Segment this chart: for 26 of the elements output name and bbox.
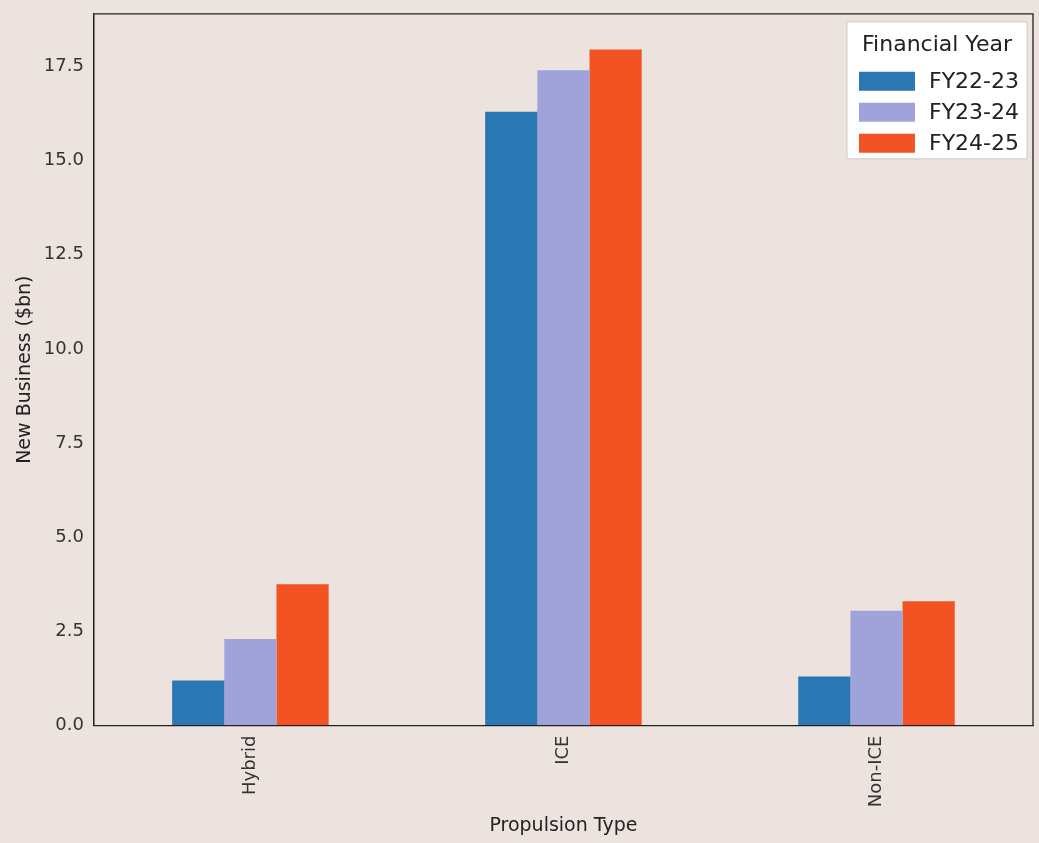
y-axis-title: New Business ($bn) <box>12 275 35 464</box>
y-tick-label: 12.5 <box>43 242 84 264</box>
y-tick-label: 2.5 <box>55 619 84 641</box>
x-tick-label: Hybrid <box>238 735 260 796</box>
y-tick-label: 0.0 <box>55 713 84 735</box>
y-tick-label: 15.0 <box>43 148 84 170</box>
legend-label: FY24-25 <box>928 129 1020 155</box>
legend-label: FY23-24 <box>928 98 1020 124</box>
bar <box>537 70 590 726</box>
bar <box>172 680 225 726</box>
legend-title: Financial Year <box>862 30 1013 56</box>
bar <box>798 676 851 726</box>
x-tick-label: Non-ICE <box>864 735 886 808</box>
bar <box>589 49 642 726</box>
bar <box>224 638 277 726</box>
y-tick-label: 17.5 <box>43 54 84 76</box>
x-axis-title: Propulsion Type <box>489 812 638 835</box>
bar <box>276 584 329 726</box>
y-tick-label: 5.0 <box>55 524 84 546</box>
legend-label: FY22-23 <box>928 67 1020 93</box>
bar <box>485 111 538 726</box>
y-tick-label: 7.5 <box>55 430 84 452</box>
y-tick-label: 10.0 <box>43 336 84 358</box>
x-tick-label: ICE <box>551 735 573 765</box>
bar <box>902 601 955 726</box>
bar <box>850 610 903 726</box>
